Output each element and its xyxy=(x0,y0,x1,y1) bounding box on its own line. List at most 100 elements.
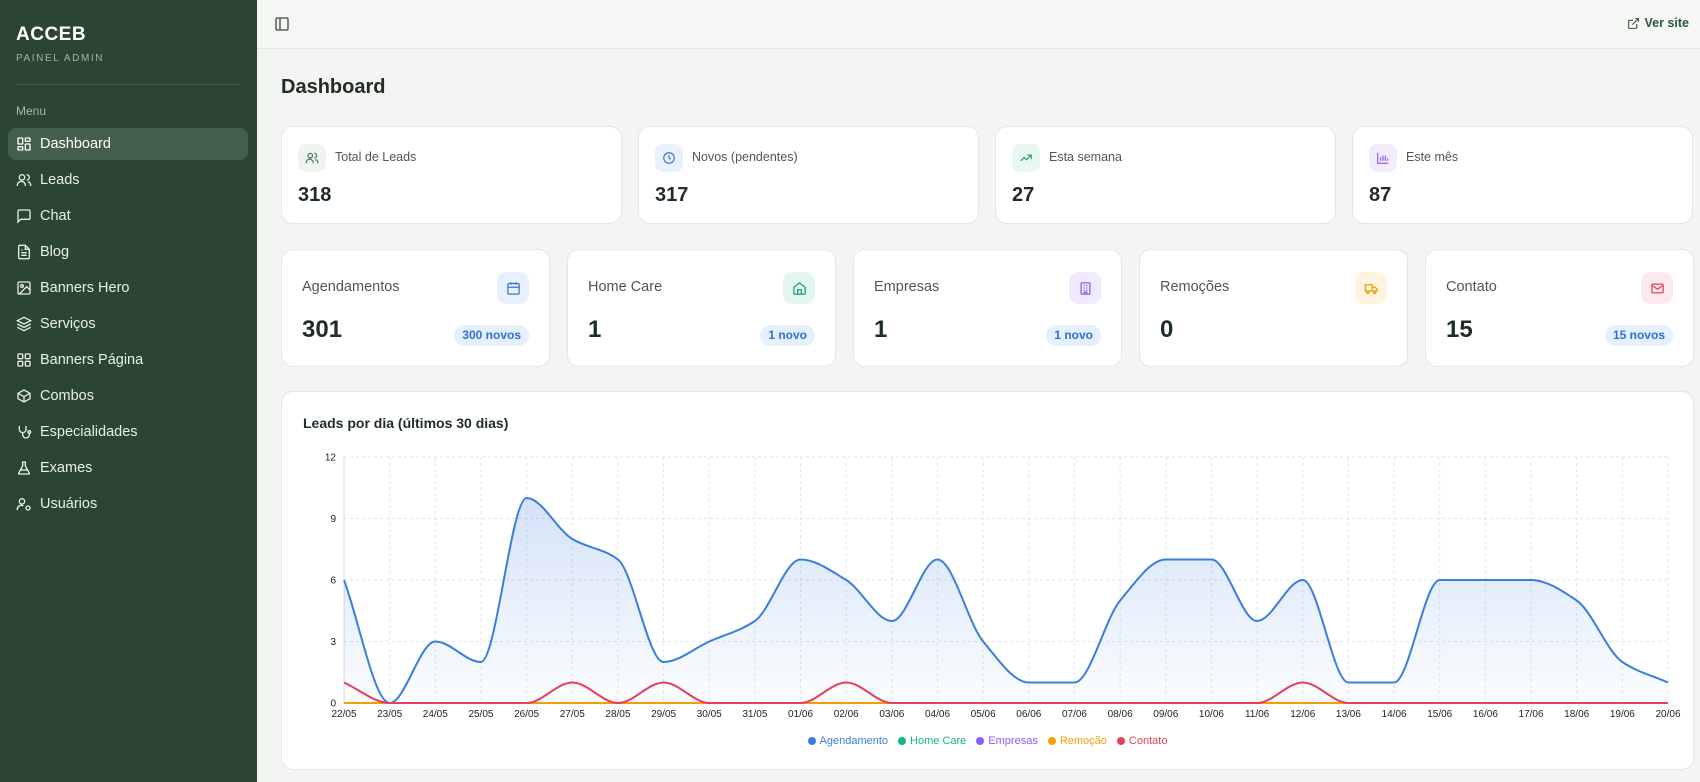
legend-item[interactable]: Home Care xyxy=(898,735,966,747)
service-icon-box xyxy=(783,272,815,304)
sidebar-item-leads[interactable]: Leads xyxy=(8,164,248,196)
sidebar-item-combos[interactable]: Combos xyxy=(8,380,248,412)
service-value: 0 xyxy=(1160,316,1174,343)
external-link-icon xyxy=(1627,17,1639,29)
x-tick-label: 23/05 xyxy=(377,709,402,720)
stat-card-total-leads: Total de Leads 318 xyxy=(281,126,622,224)
sidebar-item-chat[interactable]: Chat xyxy=(8,200,248,232)
x-tick-label: 15/06 xyxy=(1427,709,1452,720)
x-tick-label: 10/06 xyxy=(1199,709,1224,720)
service-value: 1 xyxy=(874,316,888,343)
chart-legend: Agendamento Home Care Empresas Remoção Conta… xyxy=(282,735,1693,747)
topbar: Ver site xyxy=(257,0,1700,49)
series-line-contato xyxy=(343,681,1668,705)
legend-item[interactable]: Empresas xyxy=(976,735,1038,747)
service-icon-box xyxy=(1069,272,1101,304)
sidebar-item-label: Usuários xyxy=(40,496,98,512)
sidebar-item-servicos[interactable]: Serviços xyxy=(8,308,248,340)
sidebar-item-label: Chat xyxy=(40,208,71,224)
ver-site-link[interactable]: Ver site xyxy=(1627,16,1689,30)
x-tick-label: 07/06 xyxy=(1062,709,1087,720)
new-count-badge: 300 novos xyxy=(454,325,529,346)
x-tick-label: 09/06 xyxy=(1153,709,1178,720)
y-tick-label: 6 xyxy=(330,576,336,587)
stat-label: Total de Leads xyxy=(335,150,417,164)
stat-icon-box xyxy=(298,144,326,172)
x-tick-label: 02/06 xyxy=(834,709,859,720)
service-label: Home Care xyxy=(588,279,663,295)
legend-label: Contato xyxy=(1128,735,1168,747)
truck-icon xyxy=(1364,283,1378,294)
legend-item[interactable]: Contato xyxy=(1116,735,1168,747)
x-tick-label: 16/06 xyxy=(1473,709,1498,720)
mail-icon xyxy=(1650,283,1664,293)
x-tick-label: 05/06 xyxy=(971,709,996,720)
sidebar-item-banners-hero[interactable]: Banners Hero xyxy=(8,272,248,304)
x-tick-label: 08/06 xyxy=(1108,709,1133,720)
home-icon xyxy=(792,281,806,295)
x-tick-label: 28/05 xyxy=(605,709,630,720)
legend-dot xyxy=(976,737,985,745)
service-card-contato[interactable]: Contato 15 15 novos xyxy=(1425,249,1694,367)
legend-dot xyxy=(1116,737,1125,745)
menu-label: Menu xyxy=(16,104,47,118)
users-icon xyxy=(16,174,32,186)
sidebar-item-label: Leads xyxy=(40,172,80,188)
x-tick-label: 24/05 xyxy=(423,709,448,720)
service-value: 301 xyxy=(302,316,343,343)
y-tick-label: 12 xyxy=(325,453,337,464)
layers-icon xyxy=(16,316,32,332)
stat-card-este-mes: Este mês 87 xyxy=(1352,126,1693,224)
sidebar-item-exames[interactable]: Exames xyxy=(8,452,248,484)
x-tick-label: 27/05 xyxy=(560,709,585,720)
x-tick-label: 14/06 xyxy=(1382,709,1407,720)
building-icon xyxy=(1080,281,1090,295)
y-tick-label: 9 xyxy=(330,514,336,525)
brand-subtitle: PAINEL ADMIN xyxy=(16,53,105,64)
x-tick-label: 25/05 xyxy=(468,709,493,720)
legend-item[interactable]: Remoção xyxy=(1047,735,1107,747)
grid-icon xyxy=(17,353,31,367)
sidebar: ACCEB PAINEL ADMIN Menu Dashboard Leads … xyxy=(0,0,257,782)
sidebar-toggle-icon[interactable] xyxy=(274,16,290,32)
series-area-agendamento xyxy=(344,498,1668,703)
sidebar-item-banners-pagina[interactable]: Banners Página xyxy=(8,344,248,376)
x-tick-label: 31/05 xyxy=(742,709,767,720)
service-icon-box xyxy=(497,272,529,304)
service-card-remocoes[interactable]: Remoções 0 xyxy=(1139,249,1408,367)
service-label: Agendamentos xyxy=(302,279,400,295)
x-tick-label: 13/06 xyxy=(1336,709,1361,720)
user-cog-icon xyxy=(16,498,31,511)
sidebar-item-especialidades[interactable]: Especialidades xyxy=(8,416,248,448)
flask-icon xyxy=(17,461,31,475)
x-tick-label: 17/06 xyxy=(1519,709,1544,720)
sidebar-divider xyxy=(16,84,241,85)
service-card-empresas[interactable]: Empresas 1 1 novo xyxy=(853,249,1122,367)
service-icon-box xyxy=(1355,272,1387,304)
legend-label: Empresas xyxy=(988,735,1038,747)
legend-label: Agendamento xyxy=(819,735,889,747)
trending-up-icon xyxy=(1020,154,1032,162)
dashboard-icon xyxy=(17,137,31,151)
legend-item[interactable]: Agendamento xyxy=(807,735,889,747)
x-tick-label: 19/06 xyxy=(1610,709,1635,720)
x-tick-label: 20/06 xyxy=(1655,709,1680,720)
x-tick-label: 12/06 xyxy=(1290,709,1315,720)
legend-label: Remoção xyxy=(1059,735,1107,747)
sidebar-menu: Dashboard Leads Chat Blog Banners Hero S… xyxy=(8,128,248,524)
sidebar-item-label: Serviços xyxy=(40,316,96,332)
sidebar-item-label: Banners Hero xyxy=(40,280,130,296)
service-card-agendamentos[interactable]: Agendamentos 301 300 novos xyxy=(281,249,550,367)
service-card-home-care[interactable]: Home Care 1 1 novo xyxy=(567,249,836,367)
sidebar-item-blog[interactable]: Blog xyxy=(8,236,248,268)
stat-card-esta-semana: Esta semana 27 xyxy=(995,126,1336,224)
stat-value: 87 xyxy=(1369,184,1392,206)
sidebar-item-label: Dashboard xyxy=(40,136,111,152)
new-count-badge: 1 novo xyxy=(760,325,815,346)
service-value: 1 xyxy=(588,316,602,343)
stethoscope-icon xyxy=(18,426,32,439)
stat-label: Esta semana xyxy=(1049,150,1122,164)
sidebar-item-usuarios[interactable]: Usuários xyxy=(8,488,248,520)
stat-value: 317 xyxy=(655,184,689,206)
sidebar-item-dashboard[interactable]: Dashboard xyxy=(8,128,248,160)
